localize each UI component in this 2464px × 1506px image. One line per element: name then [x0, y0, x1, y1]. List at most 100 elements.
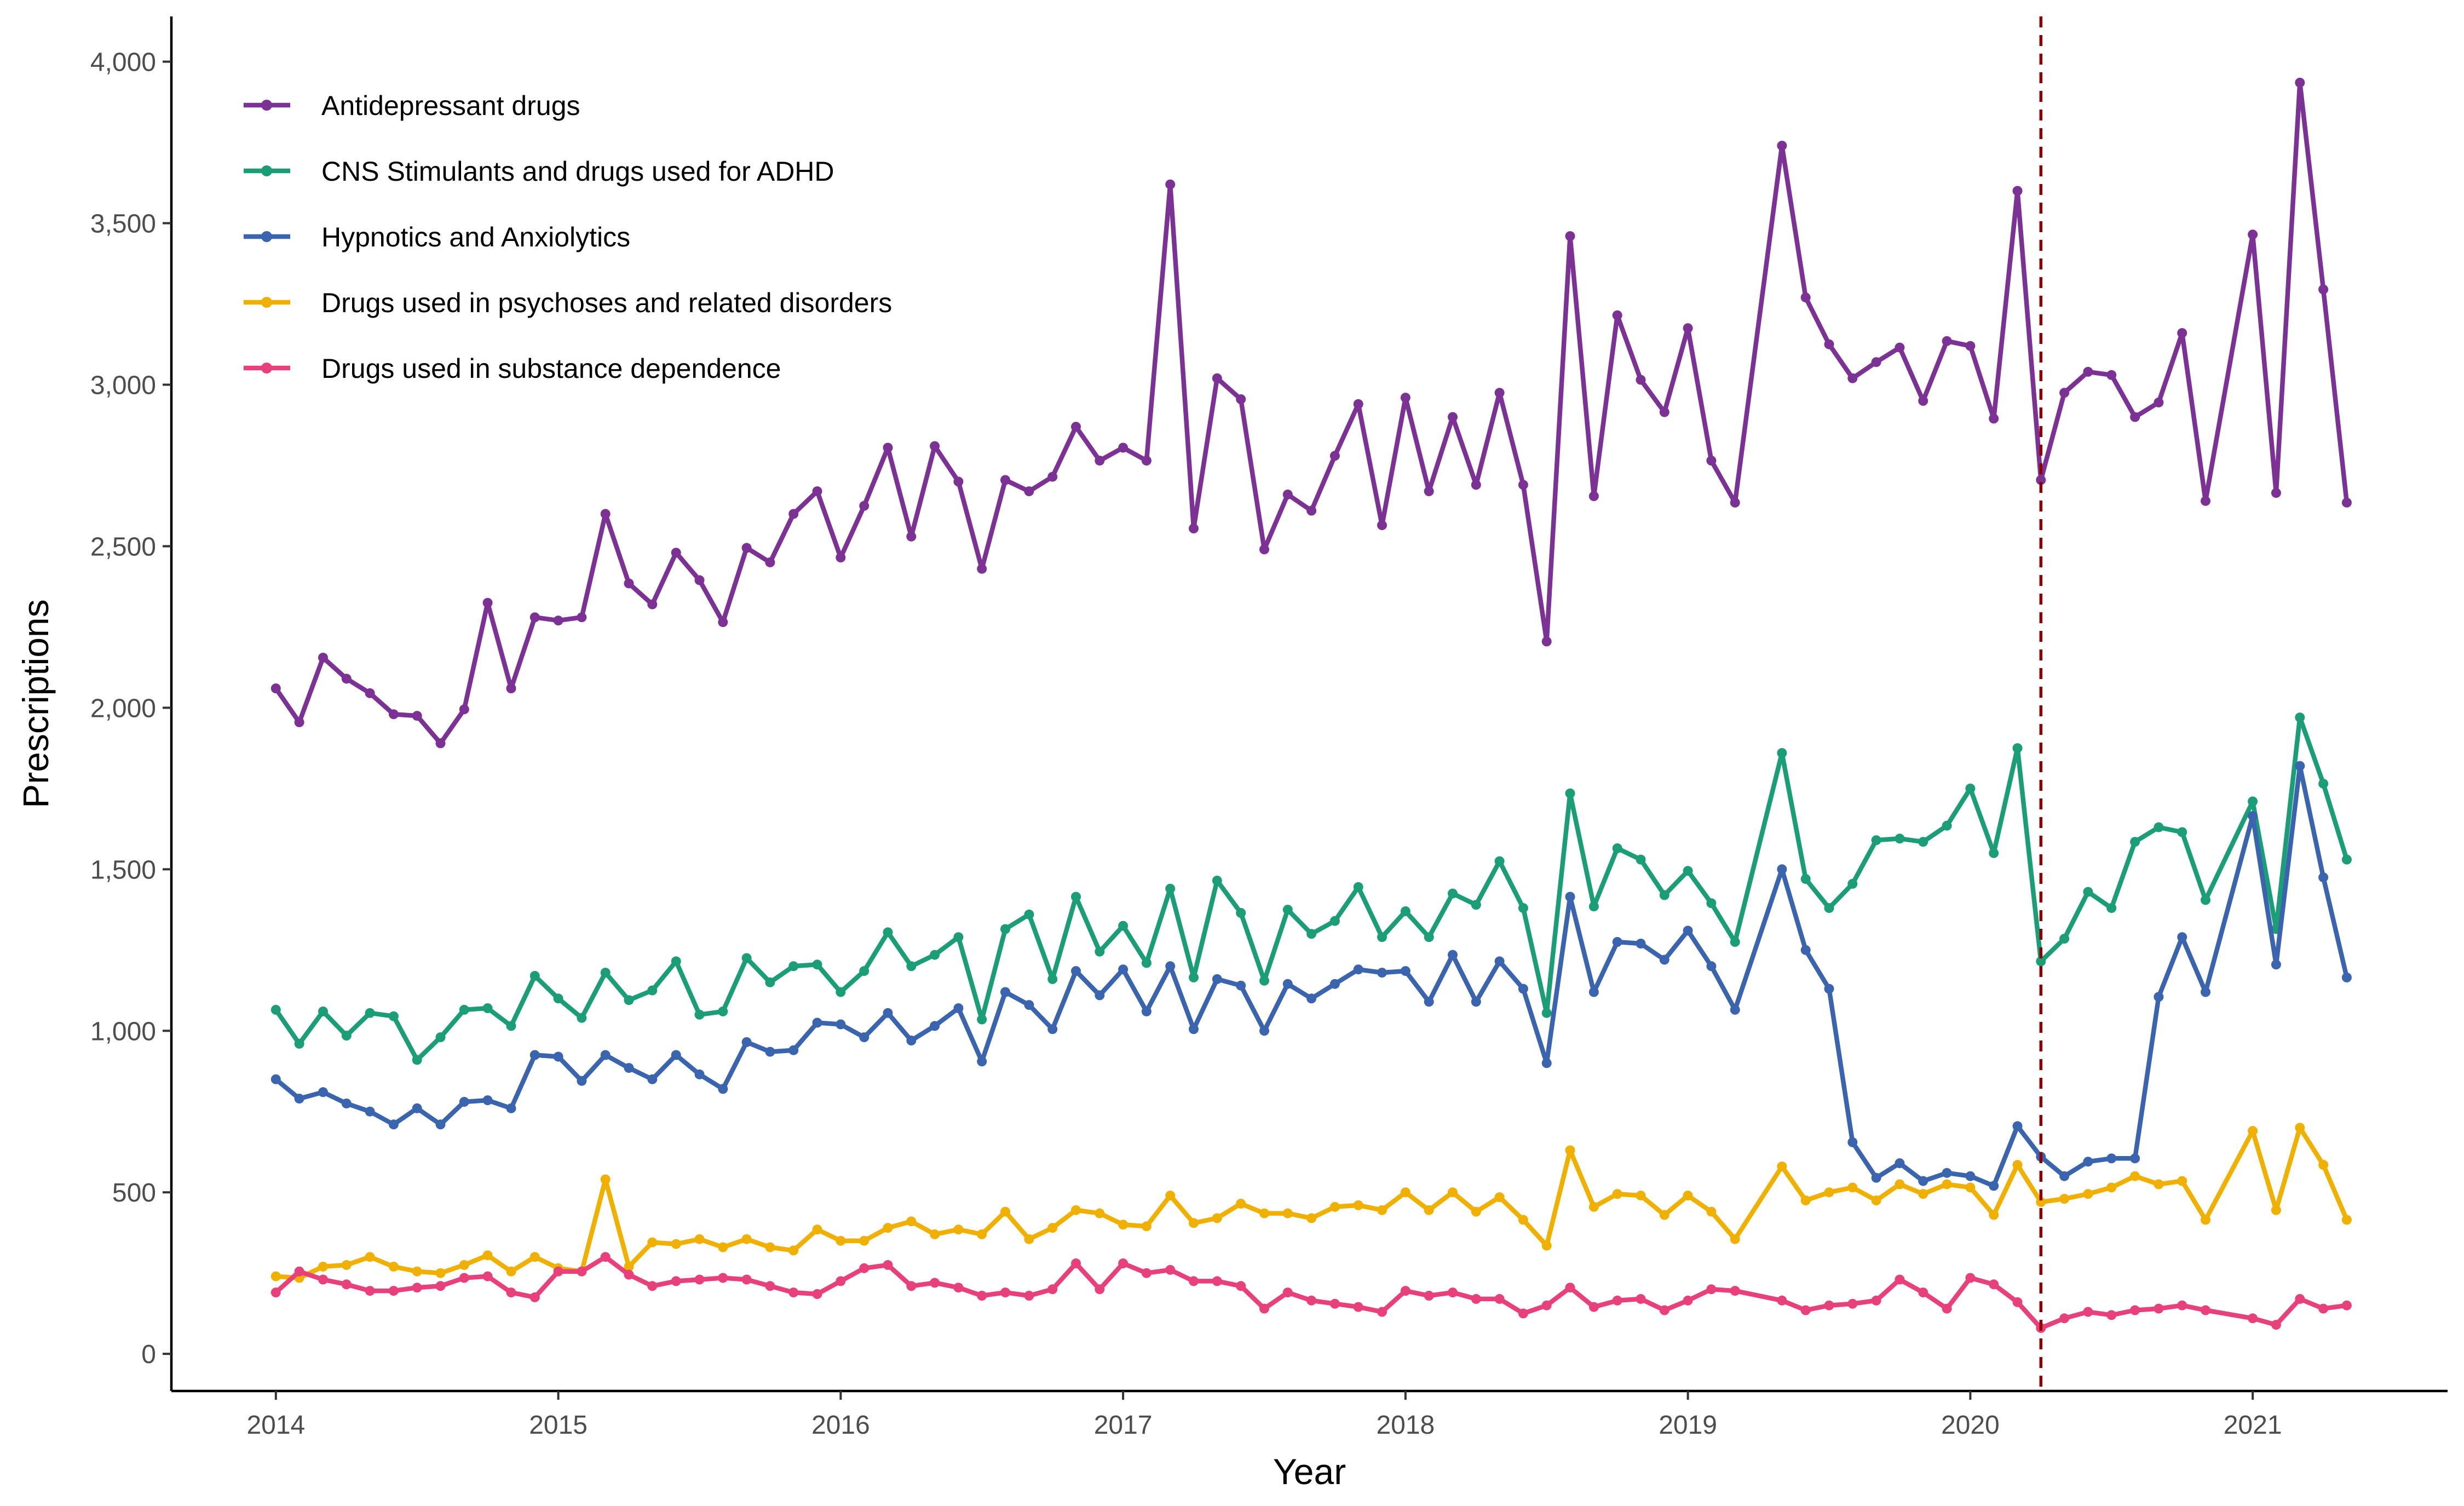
data-point [1847, 1137, 1858, 1147]
data-point [694, 1274, 705, 1285]
data-point [1706, 456, 1717, 466]
x-tick-label: 2018 [1376, 1411, 1435, 1440]
data-point [1448, 950, 1458, 960]
data-point [2177, 932, 2187, 942]
data-point [318, 652, 328, 663]
data-point [1071, 966, 1081, 976]
data-point [1047, 1284, 1058, 1295]
data-point [718, 1273, 728, 1283]
data-point [1141, 1221, 1152, 1232]
data-point [647, 1237, 658, 1248]
data-point [1636, 1191, 1646, 1201]
data-point [412, 1055, 422, 1065]
data-point [2318, 872, 2329, 883]
data-point [1871, 835, 1881, 846]
x-tick-label: 2014 [246, 1411, 305, 1440]
data-point [859, 1263, 870, 1273]
data-point [365, 1252, 375, 1262]
data-point [977, 1229, 987, 1239]
data-point [624, 1269, 634, 1280]
data-point [1259, 1208, 1269, 1218]
data-point [1448, 1287, 1458, 1298]
data-point [388, 1286, 399, 1296]
data-point [270, 1271, 281, 1281]
data-point [1165, 961, 1176, 972]
data-point [318, 1087, 328, 1097]
data-point [1165, 883, 1176, 894]
data-point [341, 674, 352, 684]
data-point [718, 617, 728, 628]
data-point [1448, 1187, 1458, 1198]
data-point [553, 993, 563, 1004]
data-point [1918, 837, 1928, 847]
data-point [694, 1234, 705, 1244]
data-point [1730, 937, 1740, 947]
data-point [1377, 932, 1387, 942]
data-point [1377, 968, 1387, 978]
data-point [1989, 1210, 1999, 1220]
data-point [1448, 412, 1458, 422]
data-point [1989, 1181, 1999, 1191]
data-point [1259, 975, 1269, 986]
data-point [1541, 1300, 1552, 1310]
data-point [270, 683, 281, 693]
data-point [506, 1103, 516, 1113]
data-point [1918, 1287, 1928, 1298]
data-point [930, 1021, 940, 1031]
data-point [2341, 854, 2352, 865]
data-point [2341, 1215, 2352, 1225]
data-point [812, 1289, 822, 1299]
y-axis-title: Prescriptions [15, 599, 56, 808]
data-point [2083, 1189, 2093, 1199]
data-point [2012, 1160, 2023, 1170]
data-point [883, 1008, 893, 1018]
data-point [2106, 1182, 2117, 1193]
legend-item: CNS Stimulants and drugs used for ADHD [244, 156, 834, 187]
data-point [1259, 544, 1269, 555]
data-point [1024, 1000, 1034, 1010]
data-point [2248, 796, 2258, 807]
data-point [1236, 1198, 1246, 1209]
data-point [1471, 1206, 1481, 1217]
data-point [482, 1250, 493, 1261]
data-point [318, 1006, 328, 1016]
data-point [2106, 370, 2117, 380]
data-point [1282, 1208, 1293, 1218]
data-point [1965, 341, 1976, 351]
data-point [435, 1281, 446, 1291]
data-point [1212, 876, 1222, 886]
data-point [1024, 486, 1034, 497]
data-point [388, 1011, 399, 1021]
data-point [1706, 961, 1717, 972]
data-point [1989, 413, 1999, 424]
series-3 [270, 1123, 2352, 1283]
data-point [365, 1106, 375, 1117]
data-point [1706, 1284, 1717, 1295]
data-point [883, 1223, 893, 1233]
data-point [365, 1008, 375, 1018]
data-point [435, 738, 446, 749]
data-point [459, 704, 469, 715]
data-point [1659, 407, 1669, 417]
data-point [1236, 980, 1246, 991]
data-point [577, 1266, 587, 1277]
data-point [930, 1278, 940, 1288]
data-point [765, 1281, 775, 1291]
x-tick-label: 2020 [1941, 1411, 2000, 1440]
data-point [2248, 1126, 2258, 1136]
data-point [812, 486, 822, 497]
data-point [1612, 310, 1622, 320]
data-point [671, 1050, 681, 1060]
data-point [1236, 1281, 1246, 1291]
data-point [977, 564, 987, 574]
data-point [435, 1032, 446, 1043]
data-point [2295, 712, 2305, 723]
series-4 [270, 1252, 2352, 1333]
data-point [718, 1242, 728, 1252]
data-point [1518, 1308, 1528, 1319]
data-point [482, 597, 493, 608]
data-point [1494, 1192, 1505, 1203]
data-point [1095, 946, 1105, 957]
data-point [341, 1031, 352, 1041]
data-point [1871, 357, 1881, 367]
